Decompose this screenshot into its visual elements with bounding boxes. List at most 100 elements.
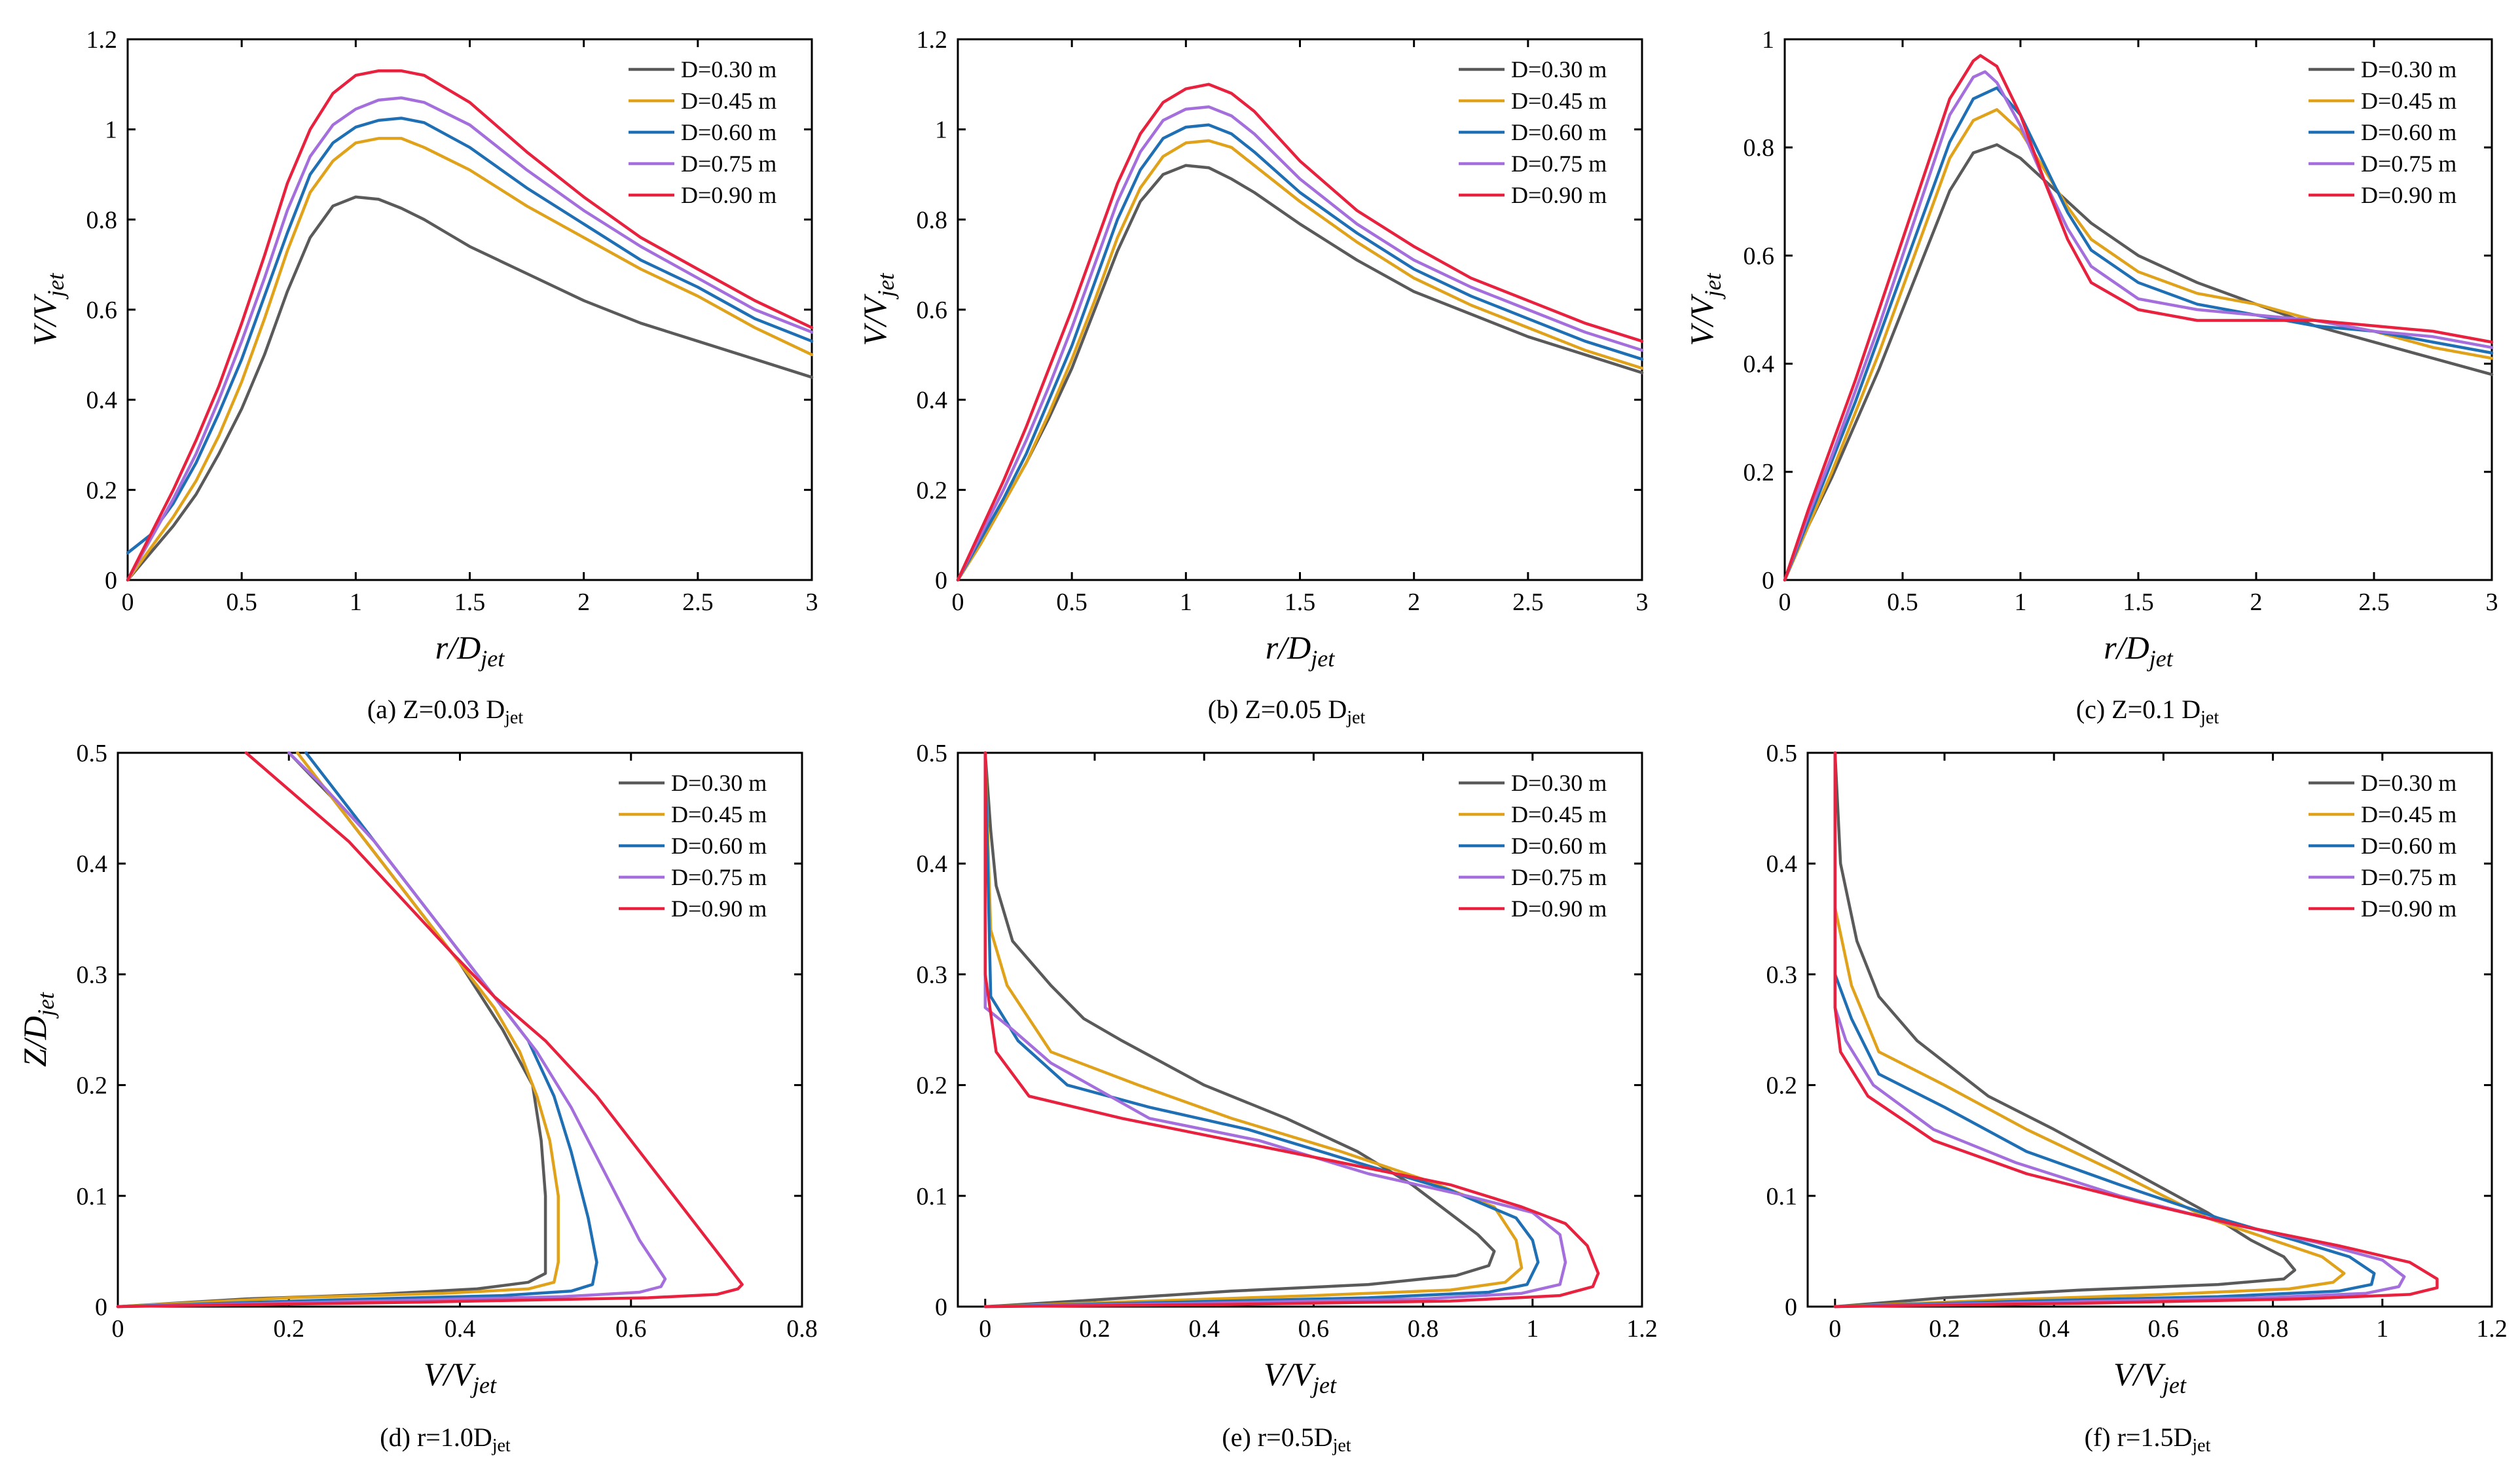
legend-label-4: D=0.75 m	[2361, 151, 2456, 177]
legend-label-3: D=0.60 m	[1511, 119, 1607, 145]
legend-label-4: D=0.75 m	[1511, 864, 1607, 890]
caption-b: (b) Z=0.05 Djet	[1207, 695, 1366, 728]
series-line-3	[116, 751, 598, 1309]
legend-label-5: D=0.90 m	[2361, 896, 2456, 922]
legend-label-5: D=0.90 m	[681, 182, 776, 208]
legend-label-3: D=0.60 m	[1511, 833, 1607, 859]
y-tick-label: 0.2	[86, 477, 118, 504]
x-tick-label: 0.8	[1408, 1315, 1439, 1343]
legend-label-5: D=0.90 m	[2361, 182, 2456, 208]
x-tick-label: 0.6	[2148, 1315, 2180, 1343]
chart-e: 0 0.2 0.4 0.6 0.8 1 1.2 0 0.1 0.2 0.3 0.4 0.5 D=0.30 …	[917, 740, 1658, 1398]
legend-label-1: D=0.30 m	[2361, 770, 2456, 796]
x-tick-label: 3	[806, 589, 818, 616]
plot-frame	[957, 752, 1643, 1308]
legend-label-1: D=0.30 m	[2361, 56, 2456, 82]
series-line-5	[956, 82, 1644, 582]
plot-frame	[1806, 752, 2493, 1308]
series-line-2	[956, 139, 1644, 582]
y-tick-label: 0.4	[917, 387, 948, 414]
y-tick-label: 0.6	[917, 297, 948, 324]
legend-label-2: D=0.45 m	[1511, 88, 1607, 114]
series-line-2	[1833, 751, 2346, 1309]
legend-label-5: D=0.90 m	[671, 896, 767, 922]
series-line-4	[1833, 751, 2406, 1309]
x-tick-label: 0.6	[615, 1315, 647, 1343]
y-tick-label: 0.4	[77, 850, 108, 878]
x-tick-label: 1	[1526, 1315, 1539, 1343]
legend-label-4: D=0.75 m	[1511, 151, 1607, 177]
y-tick-label: 0.3	[1766, 961, 1798, 988]
y-tick-label: 0.2	[917, 1072, 948, 1100]
legend-label-4: D=0.75 m	[681, 151, 776, 177]
series-line-1	[116, 751, 547, 1309]
series-line-4	[126, 96, 814, 582]
x-tick-label: 1.5	[2123, 589, 2154, 616]
x-tick-label: 2	[2250, 589, 2263, 616]
x-axis-label: V/Vjet	[424, 1356, 497, 1398]
x-tick-label: 0.5	[226, 589, 257, 616]
y-tick-label: 0.4	[1766, 850, 1798, 878]
chart-d: 0 0.2 0.4 0.6 0.8 0 0.1 0.2 0.3 0.4 0.5 D=0.30 m D=0…	[16, 740, 818, 1398]
x-tick-label: 0	[1779, 589, 1791, 616]
y-tick-label: 0.8	[917, 206, 948, 234]
y-axis-label: V/Vjet	[1683, 273, 1726, 346]
y-tick-label: 1	[105, 117, 117, 144]
x-tick-label: 1.5	[454, 589, 486, 616]
caption-f: (f) r=1.5Djet	[2084, 1422, 2211, 1456]
y-tick-label: 0.1	[917, 1183, 948, 1210]
x-tick-label: 2	[577, 589, 590, 616]
x-tick-label: 0.5	[1056, 589, 1087, 616]
series-line-1	[126, 195, 814, 582]
x-tick-label: 0.8	[786, 1315, 818, 1343]
legend-label-1: D=0.30 m	[1511, 56, 1607, 82]
chart-f: 0 0.2 0.4 0.6 0.8 1 1.2 0 0.1 0.2 0.3 0.4 0.5 D=0.30 …	[1766, 740, 2508, 1398]
x-tick-label: 3	[1636, 589, 1649, 616]
legend-label-3: D=0.60 m	[671, 833, 767, 859]
x-axis-label: r/Djet	[1266, 629, 1335, 672]
x-tick-label: 0.4	[1188, 1315, 1220, 1343]
x-tick-label: 0	[122, 589, 134, 616]
x-tick-label: 0.6	[1298, 1315, 1330, 1343]
x-tick-label: 1.2	[1626, 1315, 1658, 1343]
x-tick-label: 1.2	[2476, 1315, 2508, 1343]
x-tick-label: 2.5	[2358, 589, 2390, 616]
chart-c: 0 0.5 1 1.5 2 2.5 3 0 0.2 0.4 0.6 0.8 1 D=0.30 m D=0.4…	[1683, 26, 2498, 672]
y-tick-label: 0.5	[1766, 740, 1798, 767]
x-axis-label: V/Vjet	[1264, 1356, 1337, 1398]
x-tick-label: 0	[952, 589, 964, 616]
panel-f: 0 0.2 0.4 0.6 0.8 1 1.2 0 0.1 0.2 0.3 0.4 0.5 D=0.30 …	[1680, 733, 2520, 1467]
legend-label-2: D=0.45 m	[2361, 801, 2456, 827]
y-tick-label: 0.4	[1744, 351, 1775, 378]
legend-label-3: D=0.60 m	[2361, 119, 2456, 145]
chart-a: 0 0.5 1 1.5 2 2.5 3 0 0.2 0.4 0.6 0.8 1 1.2 D=0.30 m D=…	[26, 26, 818, 672]
y-tick-label: 0	[95, 1294, 107, 1321]
y-tick-label: 0	[935, 567, 947, 594]
series-line-5	[983, 751, 1600, 1309]
y-tick-label: 0.2	[917, 477, 948, 504]
x-tick-label: 3	[2486, 589, 2498, 616]
y-tick-label: 0.5	[917, 740, 948, 767]
y-tick-label: 0.4	[86, 387, 118, 414]
legend-label-2: D=0.45 m	[1511, 801, 1607, 827]
x-tick-label: 0	[112, 1315, 124, 1343]
series-line-2	[1783, 108, 2494, 582]
y-tick-label: 0.2	[77, 1072, 108, 1100]
x-tick-label: 0.4	[445, 1315, 476, 1343]
panel-e: 0 0.2 0.4 0.6 0.8 1 1.2 0 0.1 0.2 0.3 0.4 0.5 D=0.30 …	[840, 733, 1680, 1467]
series-line-2	[983, 751, 1524, 1309]
series-line-5	[116, 751, 744, 1309]
panel-a: 0 0.5 1 1.5 2 2.5 3 0 0.2 0.4 0.6 0.8 1 1.2 D=0.30 m D=…	[0, 0, 840, 733]
series-line-4	[983, 751, 1567, 1309]
x-axis-label: V/Vjet	[2113, 1356, 2187, 1398]
y-tick-label: 0.6	[86, 297, 118, 324]
series-line-4	[116, 751, 667, 1309]
legend-label-1: D=0.30 m	[1511, 770, 1607, 796]
legend-label-4: D=0.75 m	[671, 864, 767, 890]
x-axis-label: r/Djet	[2104, 629, 2173, 672]
x-tick-label: 0.5	[1887, 589, 1918, 616]
series-line-5	[126, 69, 814, 582]
x-tick-label: 2.5	[1512, 589, 1544, 616]
legend-label-4: D=0.75 m	[2361, 864, 2456, 890]
legend-label-2: D=0.45 m	[671, 801, 767, 827]
